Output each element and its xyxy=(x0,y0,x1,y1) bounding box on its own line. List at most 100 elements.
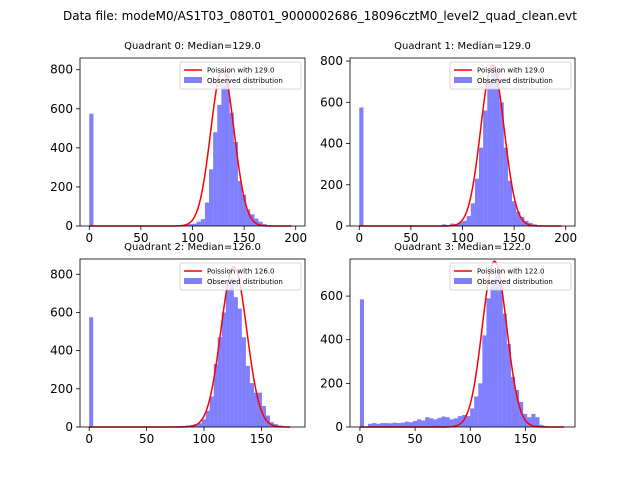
panel-2: 0 50 100 150 0 200 400 600 800 Quadrant 2: Median… xyxy=(50,242,306,446)
histogram-bar xyxy=(245,365,250,427)
histogram-bar xyxy=(479,147,484,226)
x-tick-label: 0 xyxy=(355,231,363,245)
histogram-bar xyxy=(372,423,377,427)
histogram-bar xyxy=(417,419,422,427)
legend-hist-swatch xyxy=(184,77,202,83)
y-tick-label: 800 xyxy=(50,267,73,281)
histogram-bar xyxy=(205,410,210,427)
histogram-bar xyxy=(196,221,201,226)
legend-box xyxy=(179,262,302,291)
histogram-bar xyxy=(359,299,365,427)
histogram-bar xyxy=(507,180,513,226)
histogram-bar xyxy=(503,147,508,226)
histogram-bar xyxy=(421,420,426,427)
x-tick-label: 150 xyxy=(250,432,273,446)
legend-hist-label: Observed distribution xyxy=(207,278,283,286)
histogram-bar xyxy=(458,222,463,226)
legend-box xyxy=(449,61,572,90)
axes-frame xyxy=(79,258,306,428)
histogram-bar xyxy=(453,418,458,427)
histogram-bar xyxy=(237,181,243,226)
histogram-bar xyxy=(527,417,532,427)
histogram-bar xyxy=(506,344,511,427)
histogram-bar xyxy=(368,423,373,427)
y-tick-label: 200 xyxy=(50,180,73,194)
legend-hist-swatch xyxy=(454,77,472,83)
x-tick-label: 100 xyxy=(451,231,474,245)
histogram-bar xyxy=(392,422,397,427)
y-tick-label: 600 xyxy=(320,289,343,303)
histogram-bar xyxy=(229,278,234,427)
x-tick-label: 0 xyxy=(356,432,364,446)
histogram-bar xyxy=(249,383,254,427)
panel-title: Quadrant 0: Median=129.0 xyxy=(124,41,261,52)
legend-hist-label: Observed distribution xyxy=(207,77,283,85)
histogram-bar xyxy=(466,416,471,427)
histogram-bar xyxy=(384,423,389,427)
histogram-bar xyxy=(89,317,94,427)
histogram-bar xyxy=(209,396,214,427)
histogram-bar xyxy=(213,132,218,226)
histogram-bar xyxy=(408,422,413,427)
histogram-bar xyxy=(441,416,446,427)
histogram-bar xyxy=(486,298,491,427)
axes-frame xyxy=(349,258,576,428)
histogram-bar xyxy=(197,423,202,427)
x-tick-label: 200 xyxy=(554,231,577,245)
histogram-bar xyxy=(89,113,94,226)
y-tick-label: 0 xyxy=(65,219,73,233)
histogram-bar xyxy=(531,413,536,427)
panel-3: 0 50 100 150 0 200 400 600 Quadrant 3: Median=12… xyxy=(320,242,576,446)
histogram-bar xyxy=(229,112,234,226)
histogram-bar xyxy=(425,417,430,427)
y-tick-label: 600 xyxy=(320,95,343,109)
histogram-bar xyxy=(502,313,507,427)
y-tick-label: 400 xyxy=(50,344,73,358)
legend-fit-label: Poission with 129.0 xyxy=(477,67,545,75)
histogram-bar xyxy=(200,219,205,226)
figure-suptitle: Data file: modeM0/AS1T03_080T01_90000026… xyxy=(63,9,577,23)
histogram-bar xyxy=(213,364,218,427)
x-tick-label: 50 xyxy=(407,432,422,446)
panel-0: 0 50 100 150 200 0 200 400 600 800 Quadrant 0: Med… xyxy=(50,41,307,245)
histogram-bar xyxy=(510,376,515,427)
y-tick-label: 0 xyxy=(335,420,343,434)
histogram-bar xyxy=(482,335,487,427)
histogram-bar xyxy=(474,396,479,427)
legend-fit-label: Poission with 122.0 xyxy=(477,268,545,276)
histogram-bar xyxy=(237,308,242,427)
histogram-bar xyxy=(466,216,471,226)
histogram-bar xyxy=(457,416,462,427)
legend-fit-label: Poission with 126.0 xyxy=(207,268,275,276)
x-tick-label: 100 xyxy=(193,432,216,446)
histogram-bar xyxy=(535,417,540,427)
x-tick-label: 150 xyxy=(233,231,256,245)
histogram-bar xyxy=(192,223,197,226)
histogram-bar xyxy=(450,223,455,226)
y-tick-label: 0 xyxy=(65,420,73,434)
histogram-bar xyxy=(470,203,475,226)
histogram-bar xyxy=(404,421,409,427)
x-tick-label: 200 xyxy=(284,231,307,245)
y-tick-label: 200 xyxy=(320,178,343,192)
histogram-bar xyxy=(445,417,450,427)
histogram-bar xyxy=(498,285,503,427)
histogram-bar xyxy=(516,211,521,226)
histogram-bar xyxy=(217,337,222,427)
histogram-bar xyxy=(217,104,222,226)
histogram-bar xyxy=(246,209,251,226)
x-tick-label: 50 xyxy=(403,231,418,245)
histogram-bar xyxy=(474,178,480,226)
panel-title: Quadrant 2: Median=126.0 xyxy=(124,242,261,253)
histogram-bar xyxy=(512,201,517,226)
histogram-bar xyxy=(359,107,364,226)
legend-hist-label: Observed distribution xyxy=(477,278,553,286)
histogram-bar xyxy=(233,142,238,226)
legend-hist-swatch xyxy=(454,278,472,284)
histogram-bar xyxy=(257,392,262,427)
histogram-bar xyxy=(437,417,442,427)
x-tick-label: 150 xyxy=(514,432,537,446)
histogram-bar xyxy=(487,81,492,227)
